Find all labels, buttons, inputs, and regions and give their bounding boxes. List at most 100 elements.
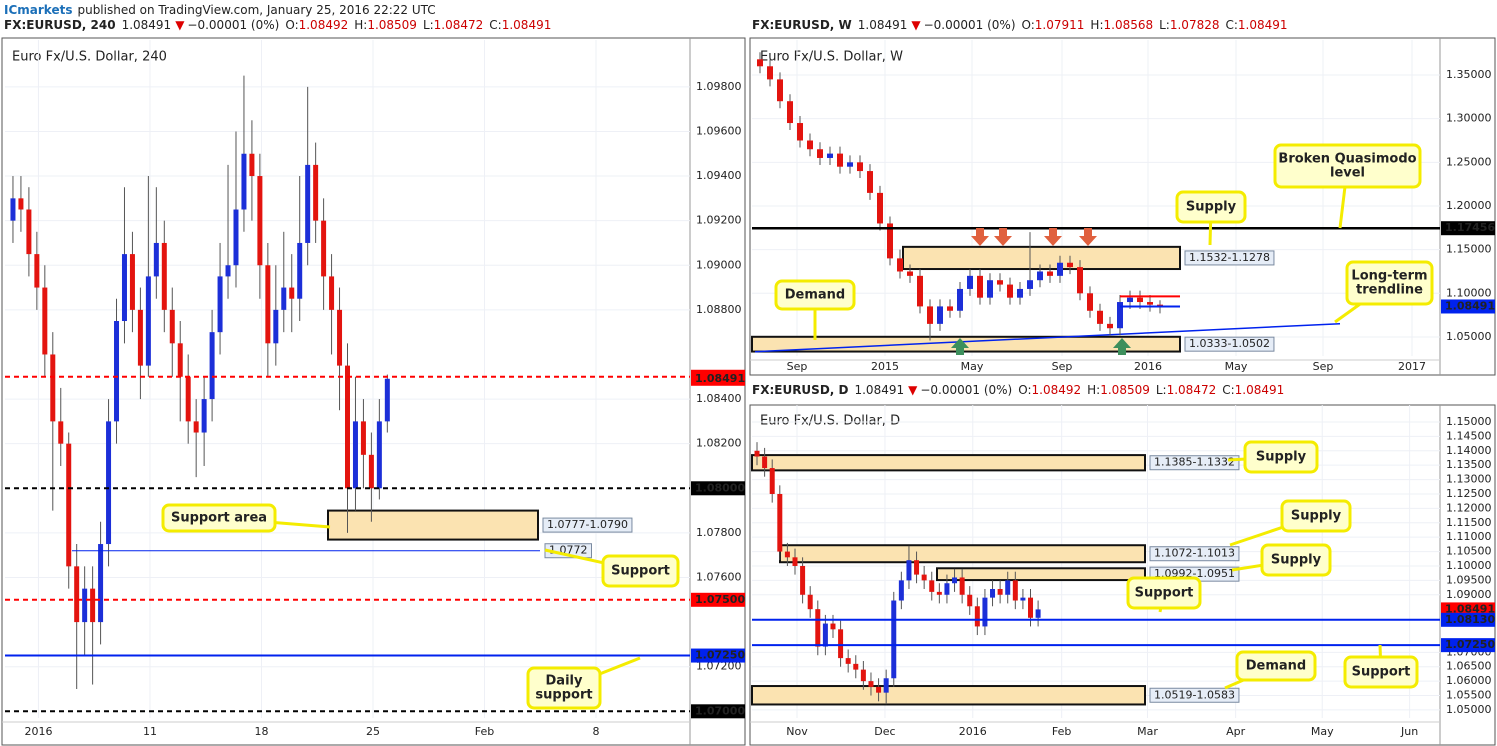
y-tick-label: 1.05000 <box>1446 330 1492 343</box>
candle-body <box>376 421 382 489</box>
callout <box>774 279 856 311</box>
callout <box>1175 190 1247 224</box>
direction: ▼ <box>911 18 921 32</box>
ohlc-label: O: <box>1022 18 1035 32</box>
zone-label-box <box>1184 250 1275 266</box>
candle-body <box>817 149 823 158</box>
candle-body <box>891 600 897 679</box>
x-tick-label: Apr <box>1226 725 1246 738</box>
candle-body <box>784 551 790 558</box>
candle-body <box>1117 302 1123 329</box>
arrow-up <box>1113 338 1131 355</box>
candle-body <box>129 254 135 310</box>
candle-body <box>944 583 950 595</box>
zone-label: 1.1385-1.1332 <box>1154 456 1235 469</box>
candle-body <box>754 450 760 457</box>
y-tick-label: 1.25000 <box>1446 155 1492 168</box>
price-tag <box>691 481 745 496</box>
callout-text: Supply <box>1186 200 1237 215</box>
callout-text: Demand <box>785 288 846 303</box>
ohlc-label: C: <box>1222 383 1234 397</box>
chart-title: Euro Fx/U.S. Dollar, 240 <box>12 50 167 65</box>
candle-body <box>845 658 851 664</box>
y-tick-label: 1.14500 <box>1446 429 1492 442</box>
candle-body <box>947 306 953 311</box>
direction: ▼ <box>175 18 185 32</box>
callout-text: trendline <box>1356 283 1423 298</box>
ohlc-label: L: <box>1159 18 1170 32</box>
ohlc-label: C: <box>489 18 501 32</box>
candle-body <box>273 309 279 344</box>
y-tick-label: 1.30000 <box>1446 112 1492 125</box>
y-tick-label: 1.10000 <box>1446 286 1492 299</box>
candle-body <box>897 258 903 272</box>
candle-body <box>209 332 215 400</box>
candle-body <box>1107 323 1113 329</box>
candle-body <box>161 242 167 310</box>
chart-title: Euro Fx/U.S. Dollar, D <box>760 414 900 429</box>
candle-body <box>860 669 866 682</box>
price-tag <box>691 704 745 719</box>
callout <box>1273 143 1422 189</box>
y-tick-label: 1.15000 <box>1446 243 1492 256</box>
zone-label: 1.0519-1.0583 <box>1154 688 1235 701</box>
candle-body <box>177 343 183 377</box>
ohlc-value: 1.08509 <box>1100 383 1150 397</box>
zone-label-box <box>1184 336 1275 352</box>
y-tick-label: 1.09400 <box>696 169 742 182</box>
x-tick-label: May <box>1225 360 1248 373</box>
zone <box>902 245 1181 271</box>
candle-body <box>777 493 783 552</box>
candle-body <box>787 101 793 124</box>
candle-body <box>868 681 874 687</box>
zone <box>751 335 1181 353</box>
candle-body <box>974 606 980 627</box>
x-tick-label: 2016 <box>1134 360 1162 373</box>
chart-panel: FX:EURUSD, 240 1.08491 ▼ −0.00001 (0%) O:1.0… <box>1 18 746 746</box>
callout <box>1243 440 1319 474</box>
candle-body <box>1028 597 1034 618</box>
callout-text: Support <box>1352 665 1411 680</box>
y-tick-label: 1.09000 <box>1446 588 1492 601</box>
y-tick-label: 1.20000 <box>1446 199 1492 212</box>
candle-body <box>937 306 943 324</box>
callout-text: support <box>535 688 592 703</box>
x-tick-label: Mar <box>1137 725 1158 738</box>
candle-body <box>757 59 763 67</box>
candle-body <box>807 594 813 610</box>
callout <box>161 503 277 533</box>
callout-text: Daily <box>546 674 583 689</box>
candle-body <box>265 265 271 344</box>
y-tick-label: 1.09600 <box>696 124 742 137</box>
y-tick-label: 1.06000 <box>1446 674 1492 687</box>
candle-body <box>1147 302 1153 305</box>
y-tick-label: 1.13500 <box>1446 458 1492 471</box>
x-tick-label: Feb <box>475 725 494 738</box>
symbol: FX:EURUSD, D <box>752 383 849 397</box>
ohlc-value: 1.08472 <box>434 18 484 32</box>
candle-body <box>800 565 806 595</box>
publish-info: ICmarkets published on TradingView.com, J… <box>4 3 436 17</box>
candle-body <box>305 164 311 243</box>
ohlc-label: L: <box>1156 383 1167 397</box>
candle-body <box>837 153 843 167</box>
zone-label: 1.1532-1.1278 <box>1189 251 1270 264</box>
callout-text: Support <box>1135 586 1194 601</box>
y-tick-label: 1.07200 <box>696 660 742 673</box>
change: −0.00001 (0%) <box>920 383 1012 397</box>
candle-body <box>10 198 16 221</box>
y-tick-label: 1.07600 <box>696 570 742 583</box>
candle-body <box>145 276 151 366</box>
callout <box>1343 655 1419 689</box>
candle-body <box>368 454 374 489</box>
panel-header: FX:EURUSD, W 1.08491 ▼ −0.00001 (0%) O:1.079… <box>752 18 1288 32</box>
x-tick-label: Sep <box>787 360 808 373</box>
candle-body <box>1057 262 1063 276</box>
x-tick-label: 2015 <box>871 360 899 373</box>
candle-body <box>352 421 358 489</box>
candle-body <box>1017 288 1023 298</box>
candle-body <box>329 276 335 310</box>
candle-body <box>1037 271 1043 281</box>
symbol: FX:EURUSD, 240 <box>4 18 116 32</box>
candle-body <box>98 544 104 623</box>
